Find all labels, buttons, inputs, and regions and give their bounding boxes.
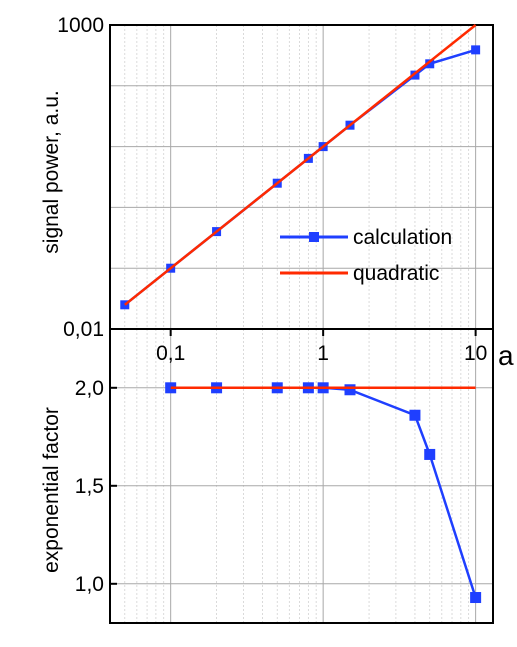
legend-calculation-marker (309, 232, 319, 242)
bottom-y-tick-label: 2,0 (75, 377, 104, 400)
bottom-y-tick-label: 1,0 (75, 573, 104, 596)
top-series-0-point (471, 45, 481, 55)
bottom-series-0-point (409, 409, 421, 421)
x-tick-label: 0,1 (156, 342, 185, 365)
legend-calculation-label: calculation (353, 226, 452, 249)
bottom-series-0-point (165, 382, 177, 394)
legend-quadratic-label: quadratic (353, 262, 439, 285)
x-tick-label: 1 (317, 342, 329, 365)
x-tick-label: 10 (464, 342, 487, 365)
x-axis-title: a (498, 340, 514, 371)
top-series-0-point (120, 300, 130, 310)
top-series-0-point (410, 70, 420, 80)
bottom-panel: 2,0 1,5 1,0 0,1 1 10 (75, 328, 494, 624)
bottom-series-0-point (344, 384, 356, 396)
top-series-1-line (124, 24, 477, 306)
top-y-tick-label: 1000 (57, 14, 104, 37)
bottom-y-tick-label: 1,5 (75, 475, 104, 498)
bottom-series-0-point (470, 592, 482, 604)
top-y-axis-title: signal power, a.u. (40, 90, 63, 253)
bottom-series-0-point (424, 448, 436, 460)
top-y-tick-label: 0,01 (63, 318, 104, 341)
bottom-plot-frame (109, 328, 494, 624)
legend: calculation quadratic (280, 226, 452, 285)
top-panel: 1000 0,01 (57, 14, 494, 341)
bottom-y-axis-title: exponential factor (40, 407, 63, 573)
top-series-0-point (425, 59, 435, 69)
